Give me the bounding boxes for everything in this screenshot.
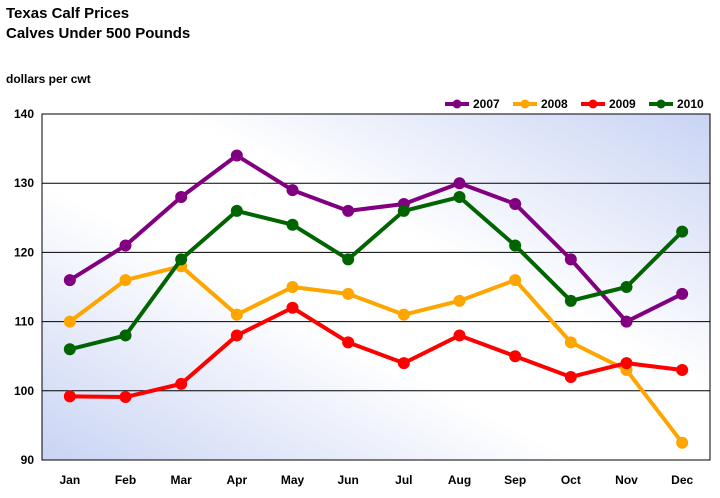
- series-line: [69, 305, 683, 400]
- series-line: [69, 195, 684, 352]
- chart-subtitle: Calves Under 500 Pounds: [6, 25, 191, 42]
- x-tick-label: Aug: [448, 473, 471, 487]
- data-point: [63, 343, 76, 356]
- legend-label: 2010: [677, 97, 704, 111]
- data-point: [564, 294, 577, 307]
- data-point: [509, 350, 522, 363]
- legend-label: 2009: [609, 97, 636, 111]
- data-point: [397, 204, 410, 217]
- legend-item: 2008: [513, 97, 568, 111]
- data-point: [453, 294, 466, 307]
- x-tick-label: Dec: [671, 473, 693, 487]
- data-point: [676, 225, 689, 238]
- data-point: [119, 239, 132, 252]
- data-point: [342, 287, 355, 300]
- data-point: [119, 274, 132, 287]
- data-point: [509, 274, 522, 287]
- y-tick-label: 90: [21, 453, 35, 467]
- data-point: [175, 253, 188, 266]
- data-point: [230, 308, 243, 321]
- y-tick-label: 140: [14, 107, 34, 121]
- series-2010: [63, 191, 689, 356]
- y-tick-label: 100: [14, 384, 34, 398]
- legend-label: 2007: [473, 97, 500, 111]
- data-point: [175, 191, 188, 204]
- data-point: [676, 364, 689, 377]
- data-point: [63, 390, 76, 403]
- legend-label: 2008: [541, 97, 568, 111]
- data-point: [676, 287, 689, 300]
- x-tick-label: Oct: [561, 473, 581, 487]
- legend: 2007 2008 2009 2010: [445, 97, 704, 111]
- data-point: [63, 274, 76, 287]
- x-tick-label: Mar: [170, 473, 192, 487]
- chart-title-block: Texas Calf Prices Calves Under 500 Pound…: [6, 4, 190, 44]
- data-point: [676, 436, 689, 449]
- series-line: [68, 264, 684, 444]
- data-point: [342, 336, 355, 349]
- data-point: [620, 357, 633, 370]
- data-point: [119, 391, 132, 404]
- chart-title: Texas Calf Prices: [6, 5, 130, 22]
- series-2007: [63, 149, 689, 328]
- plot-area: [41, 113, 711, 461]
- data-point: [286, 184, 299, 197]
- legend-swatch-marker: [588, 99, 598, 109]
- data-point: [453, 191, 466, 204]
- data-point: [63, 315, 76, 328]
- data-point: [230, 149, 243, 162]
- data-point: [397, 308, 410, 321]
- data-point: [509, 239, 522, 252]
- y-tick-labels: 90 100 110 120 130 140: [14, 107, 34, 467]
- data-point: [397, 357, 410, 370]
- legend-item: 2007: [445, 97, 500, 111]
- data-point: [342, 204, 355, 217]
- data-point: [453, 177, 466, 190]
- data-point: [342, 253, 355, 266]
- x-tick-label: Jun: [337, 473, 358, 487]
- legend-swatch-marker: [656, 99, 666, 109]
- y-tick-label: 120: [14, 245, 34, 259]
- data-point: [564, 336, 577, 349]
- y-tick-label: 110: [15, 315, 35, 329]
- y-axis-label: dollars per cwt: [6, 72, 91, 86]
- series-lines: [63, 149, 689, 449]
- x-tick-label: Sep: [504, 473, 526, 487]
- legend-swatch-marker: [452, 99, 462, 109]
- legend-swatch-marker: [520, 99, 530, 109]
- x-tick-label: Feb: [115, 473, 136, 487]
- series-2008: [63, 260, 689, 449]
- data-point: [286, 281, 299, 293]
- data-point: [286, 218, 299, 231]
- y-tick-label: 130: [14, 176, 34, 190]
- data-point: [564, 253, 577, 266]
- x-tick-label: Apr: [226, 473, 247, 487]
- legend-item: 2009: [581, 97, 636, 111]
- data-point: [620, 315, 633, 328]
- data-point: [230, 204, 243, 217]
- data-point: [564, 370, 577, 383]
- x-tick-label: Nov: [615, 473, 638, 487]
- data-point: [286, 301, 299, 314]
- data-point: [230, 329, 243, 342]
- data-point: [509, 197, 522, 210]
- x-tick-labels: Jan Feb Mar Apr May Jun Jul Aug Sep Oct Nov Dec: [59, 473, 693, 487]
- x-tick-label: May: [281, 473, 305, 487]
- data-point: [119, 329, 132, 342]
- x-tick-label: Jan: [59, 473, 80, 487]
- data-point: [620, 281, 633, 293]
- data-point: [453, 329, 466, 342]
- series-line: [68, 153, 684, 324]
- data-point: [175, 377, 188, 390]
- legend-item: 2010: [649, 97, 704, 111]
- x-tick-label: Jul: [395, 473, 412, 487]
- series-2009: [63, 301, 689, 404]
